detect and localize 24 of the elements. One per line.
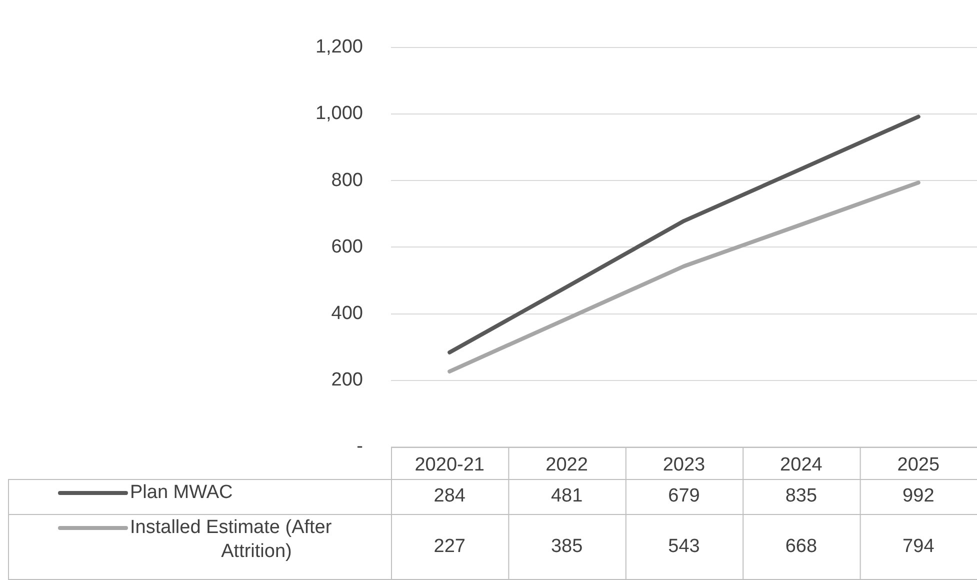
data-label: 679 xyxy=(668,486,700,507)
y-tick-label: - xyxy=(356,436,363,458)
x-tick-label: 2022 xyxy=(546,454,588,476)
x-tick-label: 2023 xyxy=(662,454,706,476)
legend-label: Plan MWAC xyxy=(130,482,233,504)
y-tick-label: 200 xyxy=(331,370,363,391)
data-label: 543 xyxy=(668,536,700,558)
y-tick-label: 400 xyxy=(331,303,363,324)
data-label: 794 xyxy=(902,536,935,558)
y-tick-label: 1,000 xyxy=(315,103,363,124)
data-label: 385 xyxy=(550,536,583,558)
y-tick-label: 800 xyxy=(331,170,363,191)
data-label: 835 xyxy=(785,486,818,507)
data-label: 284 xyxy=(434,486,466,507)
x-tick-label: 2025 xyxy=(897,454,940,476)
x-tick-label: 2024 xyxy=(780,454,823,476)
y-tick-label: 1,200 xyxy=(315,36,363,58)
data-label: 992 xyxy=(902,486,934,507)
data-label: 227 xyxy=(434,536,466,558)
x-tick-label: 2020-21 xyxy=(414,454,484,476)
data-label: 481 xyxy=(550,486,583,507)
legend-label: Installed Estimate (After Attrition) xyxy=(130,517,332,562)
data-label: 668 xyxy=(785,536,818,558)
y-tick-label: 600 xyxy=(331,236,363,258)
